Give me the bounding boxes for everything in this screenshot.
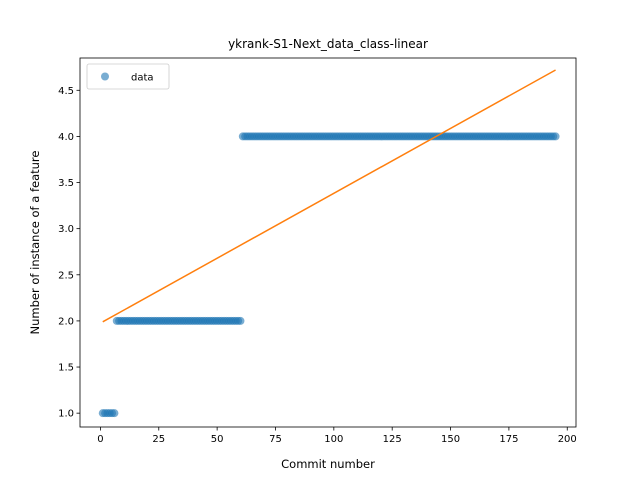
x-tick-label: 0 [97,434,103,445]
x-tick-label: 75 [269,434,282,445]
x-tick-label: 100 [324,434,343,445]
x-axis-label: Commit number [281,457,375,471]
y-tick-label: 2.0 [58,316,74,327]
y-tick-label: 3.5 [58,178,74,189]
x-tick-label: 175 [499,434,518,445]
y-axis-ticks: 1.0 1.5 2.0 2.5 3.0 3.5 4.0 4.5 [58,86,80,420]
y-tick-label: 4.0 [58,132,74,143]
data-points [98,132,560,418]
y-tick-label: 4.5 [58,86,74,97]
data-point [551,132,560,141]
legend: data [86,63,170,90]
y-tick-label: 1.5 [58,363,74,374]
y-axis-label: Number of instance of a feature [28,151,42,335]
y-tick-label: 2.5 [58,270,74,281]
data-point [236,316,245,325]
legend-label-data: data [131,73,154,84]
x-tick-label: 50 [211,434,224,445]
legend-box [86,63,170,90]
y-tick-label: 1.0 [58,409,74,420]
chart-title: ykrank-S1-Next_data_class-linear [228,37,428,51]
x-axis-ticks: 0 25 50 75 100 125 150 175 200 [97,427,577,445]
plot-area [80,58,576,427]
fit-line [102,69,556,323]
plot-frame [79,57,577,428]
fit-line-layer [102,69,556,323]
x-tick-label: 150 [441,434,460,445]
x-tick-label: 25 [152,434,165,445]
y-tick-label: 3.0 [58,224,74,235]
x-tick-label: 125 [383,434,402,445]
x-tick-label: 200 [558,434,577,445]
legend-marker-data [101,72,109,81]
data-point [110,409,119,418]
